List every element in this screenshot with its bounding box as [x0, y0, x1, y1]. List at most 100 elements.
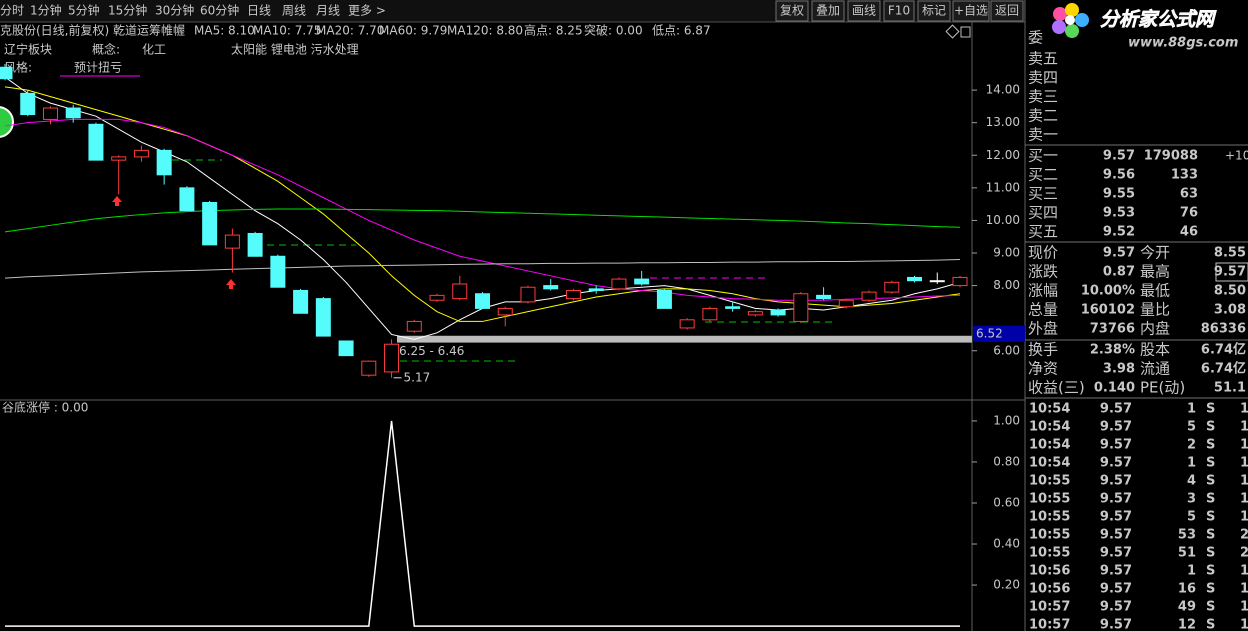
candle-body: [111, 156, 127, 161]
tab[interactable]: 更多 >: [348, 4, 386, 18]
trade-count: 1: [1240, 492, 1248, 507]
badge: [0, 106, 14, 138]
candle-body: [270, 255, 286, 288]
button-frame[interactable]: [990, 0, 1024, 22]
button-frame[interactable]: [775, 0, 809, 22]
trade-volume: 1: [1187, 564, 1196, 579]
candle-body: [679, 319, 695, 329]
button[interactable]: 叠加: [816, 4, 840, 18]
trade-price: 9.57: [1100, 420, 1132, 435]
candle-body: [452, 283, 468, 300]
stat-value: 3.08: [1214, 303, 1246, 318]
button[interactable]: 复权: [780, 4, 804, 18]
indicator-value: 高点: 8.25: [524, 23, 583, 38]
region: 辽宁板块: [4, 42, 52, 57]
stat-value: 86336: [1201, 322, 1246, 337]
stat-label: 净资: [1028, 360, 1058, 378]
level-lines: [160, 159, 832, 362]
button[interactable]: 返回: [995, 4, 1019, 18]
trade-volume: 3: [1187, 492, 1196, 507]
candle-body: [634, 278, 650, 285]
button-frame[interactable]: [811, 0, 845, 22]
candle-body: [429, 294, 445, 301]
trade-count: 1: [1240, 420, 1248, 435]
stock-title: 克股份(日线,前复权) 乾道运筹帷幄: [0, 23, 185, 38]
trade-price: 9.57: [1100, 492, 1132, 507]
trade-time: 10:54: [1029, 402, 1070, 417]
candle-body: [20, 92, 36, 116]
y-tick-label: 0.60: [993, 495, 1020, 509]
candle-body: [65, 107, 81, 119]
candle-body: [725, 306, 741, 309]
stat-label: 最低: [1140, 282, 1170, 300]
bid-label: 买一: [1028, 147, 1058, 165]
stat-value: 6.74亿: [1201, 361, 1246, 377]
tab[interactable]: 月线: [316, 4, 340, 18]
y-tick-label: 1.00: [993, 413, 1020, 427]
trade-price: 9.57: [1100, 438, 1132, 453]
trade-volume: 5: [1187, 510, 1196, 525]
tab[interactable]: 30分钟: [155, 3, 194, 18]
logo-petal: [1065, 3, 1079, 17]
button[interactable]: 画线: [852, 4, 876, 18]
tab[interactable]: 1分钟: [30, 3, 62, 18]
stat-value: 0.140: [1094, 381, 1135, 396]
tab[interactable]: 分时: [0, 4, 24, 18]
button-frame[interactable]: [883, 0, 915, 22]
trade-side: S: [1206, 564, 1215, 579]
trade-side: S: [1206, 546, 1215, 561]
trade-price: 9.57: [1100, 456, 1132, 471]
button-frame[interactable]: [917, 0, 951, 22]
trade-side: S: [1206, 492, 1215, 507]
button-frame[interactable]: [952, 0, 990, 22]
logo-name: 分析家公式网: [1100, 9, 1217, 31]
stat-value: 6.74亿: [1201, 342, 1246, 358]
trade-count: 1: [1240, 582, 1248, 597]
tab[interactable]: 周线: [282, 4, 306, 18]
trade-price: 9.57: [1100, 582, 1132, 597]
tab[interactable]: 15分钟: [108, 3, 147, 18]
candle-body: [293, 289, 309, 314]
tab[interactable]: 5分钟: [68, 3, 100, 18]
trade-count: 1: [1240, 564, 1248, 579]
button[interactable]: 标记: [922, 4, 946, 18]
indicator-value: MA120: 8.80: [447, 24, 523, 38]
candle-body: [42, 107, 58, 120]
logo-petal: [1065, 24, 1079, 38]
y-tick-label: 9.00: [993, 246, 1020, 260]
bid-volume: 63: [1180, 187, 1198, 202]
logo-petal: [1053, 7, 1067, 21]
candle-body: [543, 285, 559, 290]
trade-volume: 1: [1187, 456, 1196, 471]
trade-side: S: [1206, 438, 1215, 453]
trade-side: S: [1206, 600, 1215, 615]
stat-label: 内盘: [1140, 320, 1170, 338]
tab[interactable]: 日线: [247, 4, 271, 18]
trade-price: 9.57: [1100, 474, 1132, 489]
indicator-title: 谷底涨停 : 0.00: [2, 400, 88, 415]
trade-count: 1: [1240, 438, 1248, 453]
icon-diamond[interactable]: [945, 24, 960, 39]
candle-body: [475, 293, 490, 309]
ask-label: 卖三: [1028, 88, 1058, 106]
indicator-line: [5, 420, 960, 627]
button-frame[interactable]: [847, 0, 881, 22]
trade-side: S: [1206, 528, 1215, 543]
icon-panel[interactable]: [960, 26, 971, 38]
trade-side: S: [1206, 456, 1215, 471]
panel-dividers: [1025, 144, 1248, 399]
bid-price: 9.57: [1103, 149, 1135, 164]
button[interactable]: +自选: [954, 4, 988, 18]
concept-extra: 太阳能 锂电池 污水处理: [231, 42, 359, 57]
tab[interactable]: 60分钟: [200, 3, 239, 18]
candle-body: [907, 276, 923, 282]
trade-price: 9.57: [1100, 600, 1132, 615]
trade-price: 9.57: [1100, 510, 1132, 525]
trade-count: 2: [1240, 546, 1248, 561]
ma-line: [4, 259, 961, 279]
range-band: [397, 335, 972, 343]
concept: 化工: [142, 43, 166, 57]
y-tick-label: 12.00: [986, 148, 1020, 162]
button[interactable]: F10: [888, 4, 910, 18]
